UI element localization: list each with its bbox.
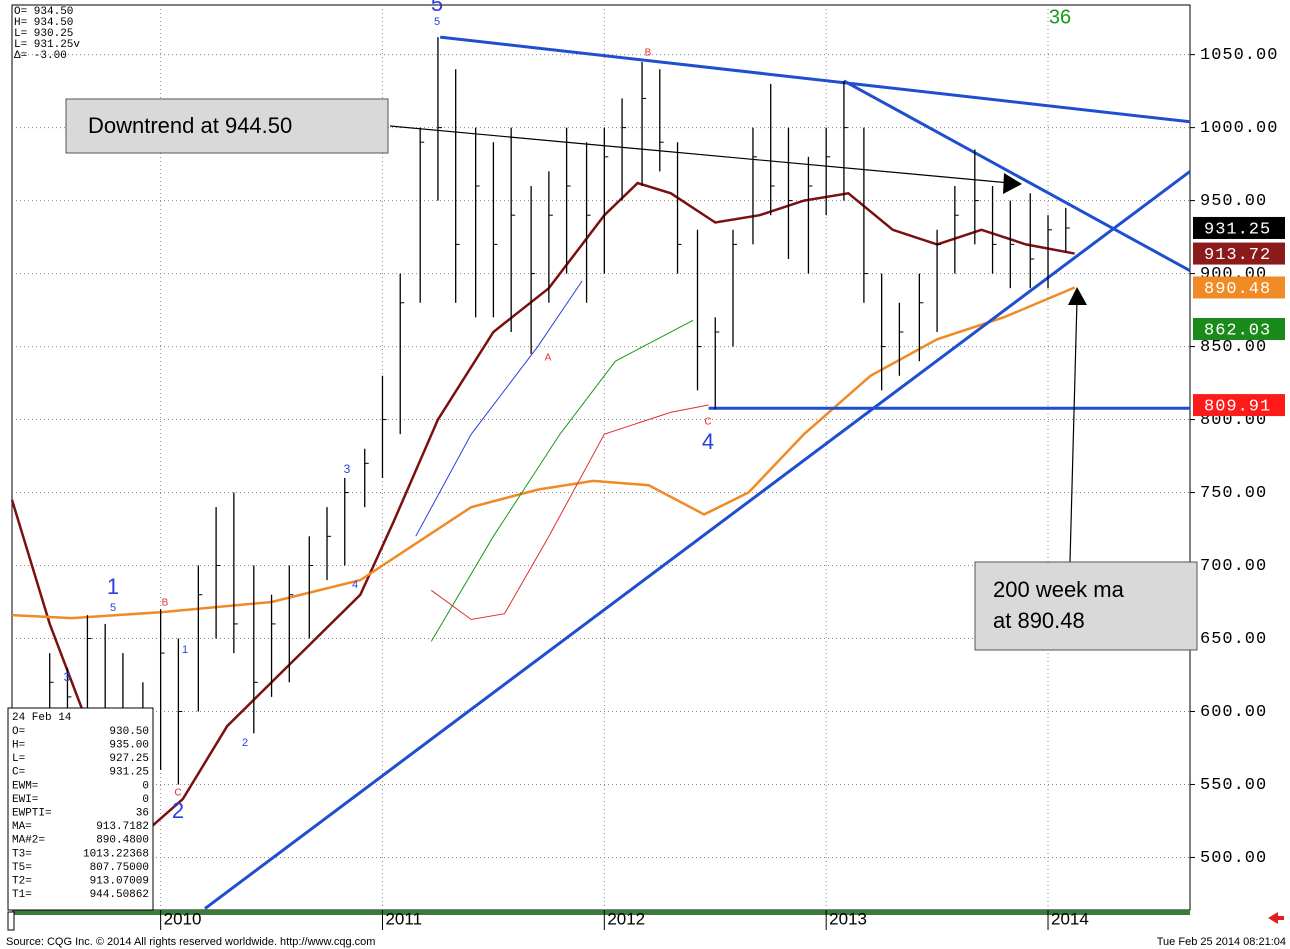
trendline (204, 170, 1191, 910)
info-label: MA#2= (12, 835, 45, 847)
info-value: 1013.22368 (83, 848, 149, 860)
price-tag (1193, 216, 1285, 239)
wave-label: B (645, 48, 652, 59)
time-strip (12, 910, 1190, 915)
info-label: H= (12, 740, 25, 752)
info-label: T5= (12, 862, 32, 874)
arrow-line (389, 125, 1011, 184)
scroll-box (7, 911, 15, 931)
info-label: MA= (12, 821, 32, 833)
arrow-head (1068, 287, 1087, 305)
y-tick-label: 1050.00 (1200, 46, 1278, 65)
annotation-text: at 890.48 (993, 608, 1085, 633)
data-window-line: O= 934.50 (14, 6, 73, 18)
y-tick-label: 750.00 (1200, 484, 1267, 503)
wave-label: 3 (344, 462, 351, 476)
price-tag (1193, 242, 1285, 265)
info-value: 0 (142, 794, 149, 806)
wave-label: 5 (431, 0, 443, 16)
wave-label: 36 (1049, 6, 1071, 28)
info-value: 36 (136, 808, 149, 820)
price-tag-label: 931.25 (1204, 220, 1271, 239)
y-tick-label: 1000.00 (1200, 119, 1278, 138)
moving-average (415, 280, 583, 537)
data-window-line: L= 931.25v (14, 39, 80, 51)
annotation-text: Downtrend at 944.50 (88, 113, 292, 138)
info-label: C= (12, 767, 25, 779)
wave-label: B (162, 598, 169, 609)
wave-label: 1 (182, 644, 188, 656)
x-tick-label: 2011 (385, 909, 422, 928)
y-tick-label: 950.00 (1200, 192, 1267, 211)
info-value: 807.75000 (90, 862, 149, 874)
wave-label: 4 (702, 429, 714, 454)
info-label: O= (12, 726, 25, 738)
y-tick-label: 600.00 (1200, 703, 1267, 722)
wave-label: A (545, 353, 552, 364)
y-tick-label: 650.00 (1200, 630, 1267, 649)
data-window-line: Δ= -3.00 (14, 50, 67, 62)
price-tag-label: 890.48 (1204, 280, 1271, 299)
info-label: EWM= (12, 780, 38, 792)
wave-label: 1 (107, 574, 119, 599)
price-tag-label: 913.72 (1204, 246, 1271, 265)
info-value: 931.25 (109, 767, 149, 779)
trendline (439, 35, 1191, 124)
y-tick-label: 500.00 (1200, 849, 1267, 868)
footer-source: Source: CQG Inc. © 2014 All rights reser… (6, 936, 375, 948)
y-tick-label: 700.00 (1200, 557, 1267, 576)
info-value: 935.00 (109, 740, 149, 752)
info-label: L= (12, 753, 25, 765)
wave-label: 4 (352, 579, 358, 591)
y-tick-label: 850.00 (1200, 338, 1267, 357)
moving-average (430, 404, 709, 621)
info-value: 927.25 (109, 753, 149, 765)
x-tick-label: 2012 (607, 909, 645, 928)
info-value: 0 (142, 780, 149, 792)
y-tick-label: 550.00 (1200, 776, 1267, 795)
annotation-box (974, 561, 1198, 651)
annotation-text: 200 week ma (993, 577, 1125, 602)
wave-label: C (174, 788, 181, 799)
info-date: 24 Feb 14 (12, 712, 72, 724)
wave-label: 3 (64, 670, 71, 684)
price-tag (1193, 394, 1285, 417)
info-value: 930.50 (109, 726, 149, 738)
moving-average (430, 319, 694, 642)
wave-label: 5 (434, 16, 440, 28)
data-window-line: H= 934.50 (14, 17, 73, 29)
wave-label: 5 (110, 602, 116, 614)
wave-label: C (704, 417, 711, 428)
info-value: 913.07009 (90, 876, 149, 888)
x-tick-label: 2014 (1051, 909, 1089, 928)
price-tag-label: 862.03 (1204, 321, 1271, 340)
info-label: T3= (12, 848, 32, 860)
arrow-head (1003, 173, 1022, 194)
footer-date: Tue Feb 25 2014 08:21:04 (1157, 936, 1286, 948)
x-tick-label: 2013 (829, 909, 867, 928)
info-value: 913.7182 (96, 821, 149, 833)
wave-label: 2 (172, 798, 184, 823)
moving-average (11, 286, 1076, 620)
annotation-box (65, 98, 389, 154)
info-box (7, 707, 154, 911)
info-label: T2= (12, 876, 32, 888)
data-window-line: L= 930.25 (14, 28, 73, 40)
info-label: T1= (12, 889, 32, 901)
trendline (843, 79, 1191, 272)
x-tick-label: 2010 (164, 909, 202, 928)
info-value: 944.50862 (90, 889, 149, 901)
wave-label: 2 (242, 737, 248, 749)
price-tag-label: 809.91 (1204, 398, 1271, 417)
info-value: 890.4800 (96, 835, 149, 847)
info-label: EWPTI= (12, 808, 52, 820)
price-tag (1193, 318, 1285, 341)
price-tag (1193, 276, 1285, 299)
arrow-line (1069, 299, 1078, 563)
red-arrow-icon (1268, 912, 1284, 924)
info-label: EWI= (12, 794, 38, 806)
